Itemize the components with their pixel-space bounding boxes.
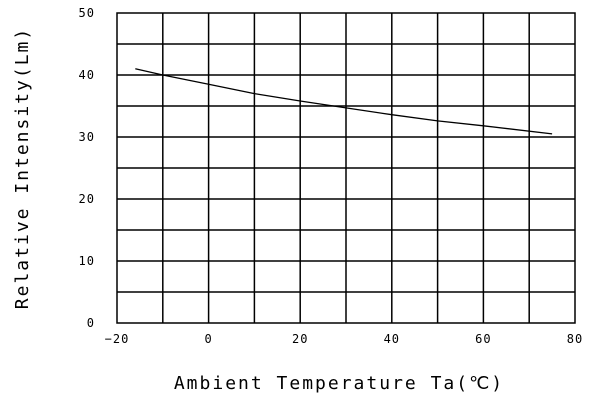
y-tick-label: 10 <box>79 254 95 268</box>
series-line <box>135 68 553 135</box>
y-tick-label: 30 <box>79 130 95 144</box>
y-tick-label: 40 <box>79 68 95 82</box>
x-tick-label: 20 <box>292 332 308 346</box>
x-axis-ticks: −20 0 20 40 60 80 <box>105 332 583 346</box>
y-axis-ticks: 0 10 20 30 40 50 <box>79 6 95 330</box>
y-tick-label: 50 <box>79 6 95 20</box>
x-tick-label: 60 <box>475 332 491 346</box>
grid <box>117 13 575 323</box>
x-tick-label: −20 <box>105 332 130 346</box>
x-axis-title: Ambient Temperature Ta(℃) <box>174 373 504 394</box>
y-axis-title: Relative Intensity(Lm) <box>12 27 33 309</box>
x-tick-label: 40 <box>384 332 400 346</box>
x-tick-label: 80 <box>567 332 583 346</box>
y-tick-label: 20 <box>79 192 95 206</box>
series-layer <box>135 68 553 135</box>
y-tick-label: 0 <box>87 316 95 330</box>
x-tick-label: 0 <box>204 332 212 346</box>
